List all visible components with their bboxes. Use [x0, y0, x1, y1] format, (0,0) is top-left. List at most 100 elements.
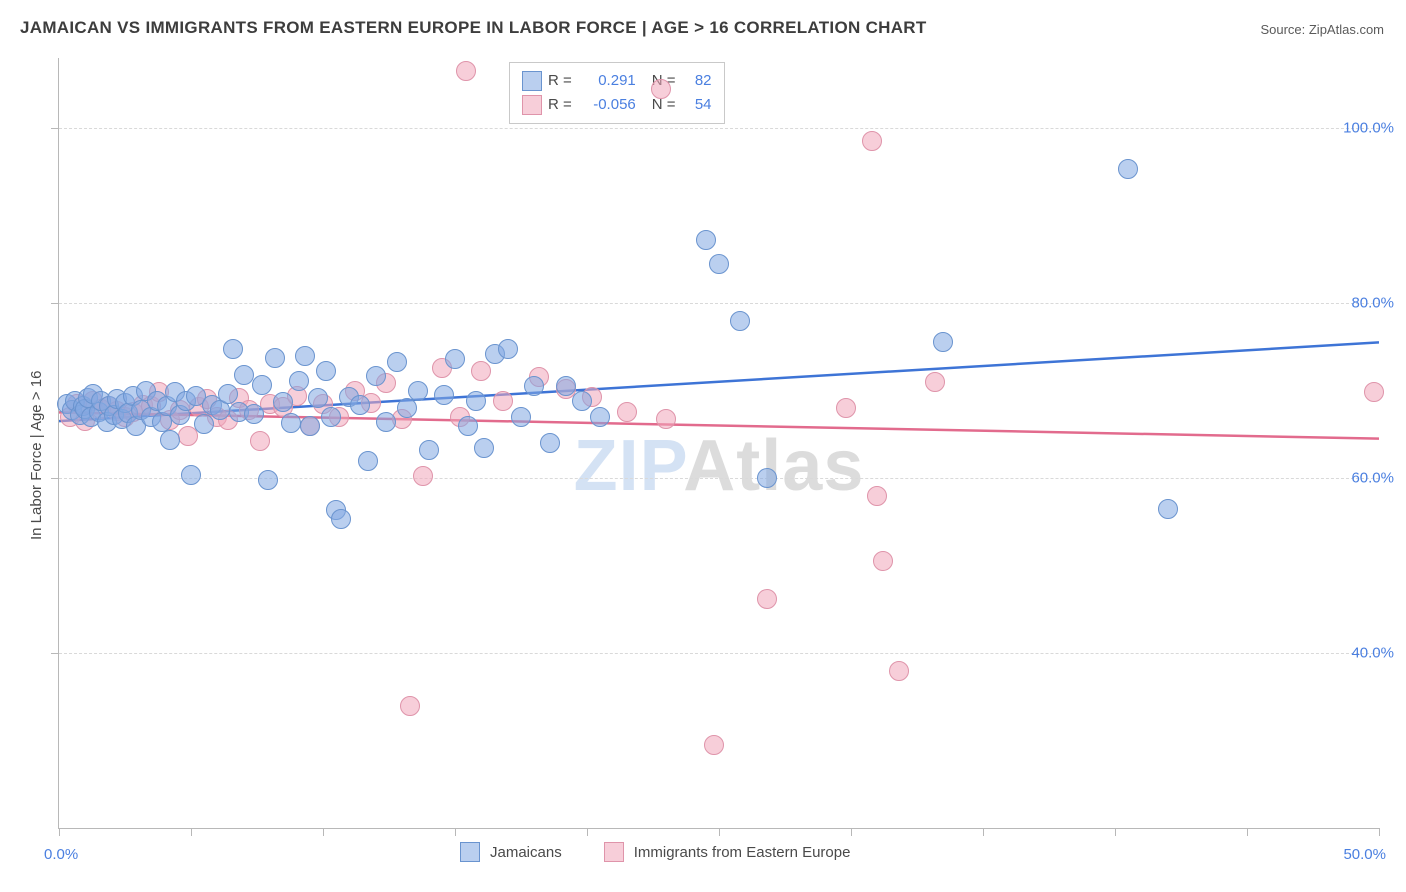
scatter-point	[281, 413, 301, 433]
scatter-point	[300, 416, 320, 436]
scatter-point	[316, 361, 336, 381]
legend-swatch	[522, 71, 542, 91]
scatter-point	[456, 61, 476, 81]
r-label: R =	[548, 69, 572, 93]
scatter-point	[308, 388, 328, 408]
scatter-point	[498, 339, 518, 359]
stats-legend-row: R =0.291N =82	[522, 69, 712, 93]
x-tick	[455, 828, 456, 836]
scatter-point	[524, 376, 544, 396]
scatter-point	[862, 131, 882, 151]
scatter-point	[836, 398, 856, 418]
n-value: 54	[682, 93, 712, 117]
scatter-point	[434, 385, 454, 405]
y-tick	[51, 653, 59, 654]
gridline	[59, 303, 1379, 304]
scatter-point	[408, 381, 428, 401]
scatter-point	[258, 470, 278, 490]
r-value: 0.291	[578, 69, 636, 93]
scatter-point	[617, 402, 637, 422]
scatter-point	[656, 409, 676, 429]
scatter-point	[590, 407, 610, 427]
scatter-point	[181, 465, 201, 485]
x-tick	[1379, 828, 1380, 836]
y-tick-label: 60.0%	[1351, 470, 1394, 487]
scatter-point	[387, 352, 407, 372]
scatter-point	[458, 416, 478, 436]
y-tick-label: 100.0%	[1343, 120, 1394, 137]
scatter-point	[696, 230, 716, 250]
x-axis-min-label: 0.0%	[44, 846, 78, 863]
scatter-point	[321, 407, 341, 427]
legend-swatch	[522, 95, 542, 115]
y-tick	[51, 128, 59, 129]
series-legend: JamaicansImmigrants from Eastern Europe	[460, 842, 882, 862]
x-tick	[983, 828, 984, 836]
chart-title: JAMAICAN VS IMMIGRANTS FROM EASTERN EURO…	[20, 18, 927, 38]
scatter-point	[540, 433, 560, 453]
y-tick-label: 80.0%	[1351, 295, 1394, 312]
scatter-point	[757, 468, 777, 488]
legend-swatch	[460, 842, 480, 862]
scatter-point	[1364, 382, 1384, 402]
n-value: 82	[682, 69, 712, 93]
scatter-point	[350, 395, 370, 415]
x-tick	[851, 828, 852, 836]
y-tick	[51, 478, 59, 479]
scatter-point	[223, 339, 243, 359]
scatter-point	[1158, 499, 1178, 519]
scatter-point	[704, 735, 724, 755]
scatter-point	[445, 349, 465, 369]
plot-area: ZIPAtlas R =0.291N =82R =-0.056N =54	[58, 58, 1379, 829]
gridline	[59, 653, 1379, 654]
scatter-point	[867, 486, 887, 506]
scatter-point	[471, 361, 491, 381]
scatter-point	[493, 391, 513, 411]
legend-series-label: Jamaicans	[490, 844, 562, 861]
scatter-point	[244, 404, 264, 424]
scatter-point	[358, 451, 378, 471]
scatter-point	[925, 372, 945, 392]
scatter-point	[757, 589, 777, 609]
watermark-atlas: Atlas	[683, 426, 864, 506]
scatter-point	[331, 509, 351, 529]
scatter-point	[366, 366, 386, 386]
stats-legend: R =0.291N =82R =-0.056N =54	[509, 62, 725, 124]
r-value: -0.056	[578, 93, 636, 117]
x-axis-max-label: 50.0%	[1343, 846, 1386, 863]
scatter-point	[295, 346, 315, 366]
scatter-point	[873, 551, 893, 571]
scatter-point	[273, 392, 293, 412]
scatter-point	[160, 430, 180, 450]
scatter-point	[933, 332, 953, 352]
stats-legend-row: R =-0.056N =54	[522, 93, 712, 117]
scatter-point	[194, 414, 214, 434]
x-tick	[1115, 828, 1116, 836]
scatter-point	[730, 311, 750, 331]
y-axis-title: In Labor Force | Age > 16	[28, 371, 45, 540]
scatter-point	[265, 348, 285, 368]
scatter-point	[709, 254, 729, 274]
scatter-point	[376, 412, 396, 432]
scatter-point	[252, 375, 272, 395]
scatter-point	[400, 696, 420, 716]
scatter-point	[466, 391, 486, 411]
scatter-point	[572, 391, 592, 411]
x-tick	[59, 828, 60, 836]
x-tick	[191, 828, 192, 836]
x-tick	[1247, 828, 1248, 836]
scatter-point	[234, 365, 254, 385]
legend-swatch	[604, 842, 624, 862]
source-label: Source: ZipAtlas.com	[1260, 22, 1384, 37]
r-label: R =	[548, 93, 572, 117]
gridline	[59, 128, 1379, 129]
watermark: ZIPAtlas	[574, 425, 865, 507]
scatter-point	[651, 79, 671, 99]
y-tick	[51, 303, 59, 304]
scatter-point	[250, 431, 270, 451]
scatter-point	[556, 376, 576, 396]
scatter-point	[413, 466, 433, 486]
y-tick-label: 40.0%	[1351, 645, 1394, 662]
scatter-point	[397, 398, 417, 418]
watermark-zip: ZIP	[574, 426, 684, 506]
